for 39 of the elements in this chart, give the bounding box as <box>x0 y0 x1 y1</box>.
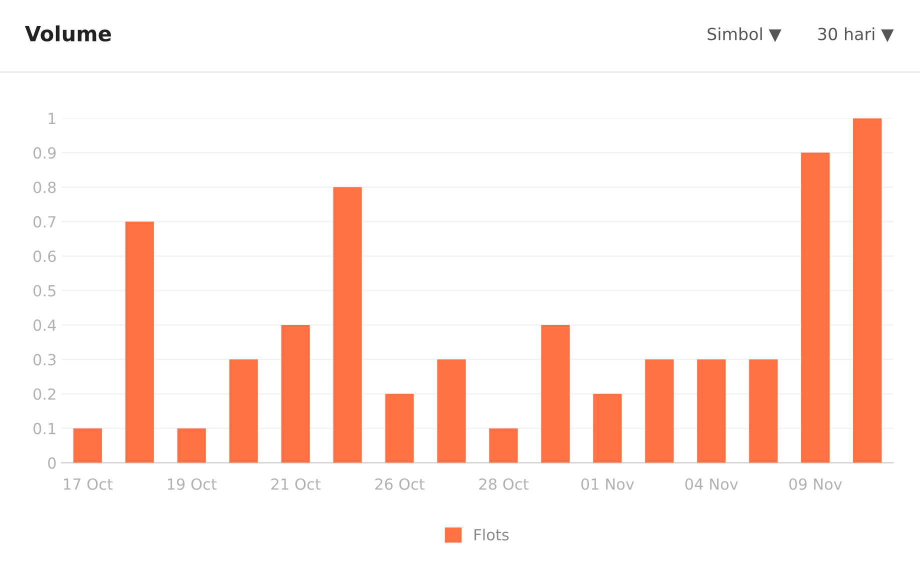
bar <box>73 428 102 463</box>
text: Simbol ▼ <box>708 27 782 42</box>
y-tick-label: 0.4 <box>33 319 56 331</box>
y-tick-label: 0.6 <box>33 250 56 262</box>
bar <box>489 428 518 463</box>
y-tick-label: 0.8 <box>33 182 56 194</box>
bar <box>645 359 674 463</box>
bar <box>125 222 154 463</box>
bar <box>853 118 882 463</box>
bar <box>801 152 830 463</box>
x-tick-label: 21 Oct <box>271 478 321 490</box>
x-tick-label: 19 Oct <box>168 478 217 490</box>
y-tick-label: 0 <box>48 457 56 469</box>
bar <box>177 428 206 463</box>
bar <box>229 359 258 463</box>
y-tick-label: 0.1 <box>33 422 56 434</box>
x-tick-label: 26 Oct <box>375 478 424 490</box>
x-tick-label: 09 Nov <box>789 478 842 490</box>
bar <box>281 324 310 463</box>
x-tick-label: 04 Nov <box>685 478 738 490</box>
bar <box>593 394 622 463</box>
bar <box>697 359 726 463</box>
text: 30 hari ▼ <box>818 27 894 42</box>
legend-label: Flots <box>474 528 509 541</box>
y-tick-label: 0.7 <box>33 216 56 228</box>
x-tick-label: 28 Oct <box>479 478 528 490</box>
bar <box>385 394 414 463</box>
bar <box>541 324 570 463</box>
bar <box>333 187 362 463</box>
y-tick-label: 1 <box>48 112 56 124</box>
bar <box>437 359 466 463</box>
x-tick-label: 17 Oct <box>64 478 113 490</box>
chart-title: Volume <box>24 25 111 42</box>
bar <box>749 359 778 463</box>
y-tick-label: 0.2 <box>33 388 56 400</box>
y-tick-label: 0.9 <box>33 147 56 159</box>
y-tick-label: 0.5 <box>33 284 56 297</box>
x-tick-label: 01 Nov <box>581 478 634 490</box>
y-tick-label: 0.3 <box>33 354 56 366</box>
